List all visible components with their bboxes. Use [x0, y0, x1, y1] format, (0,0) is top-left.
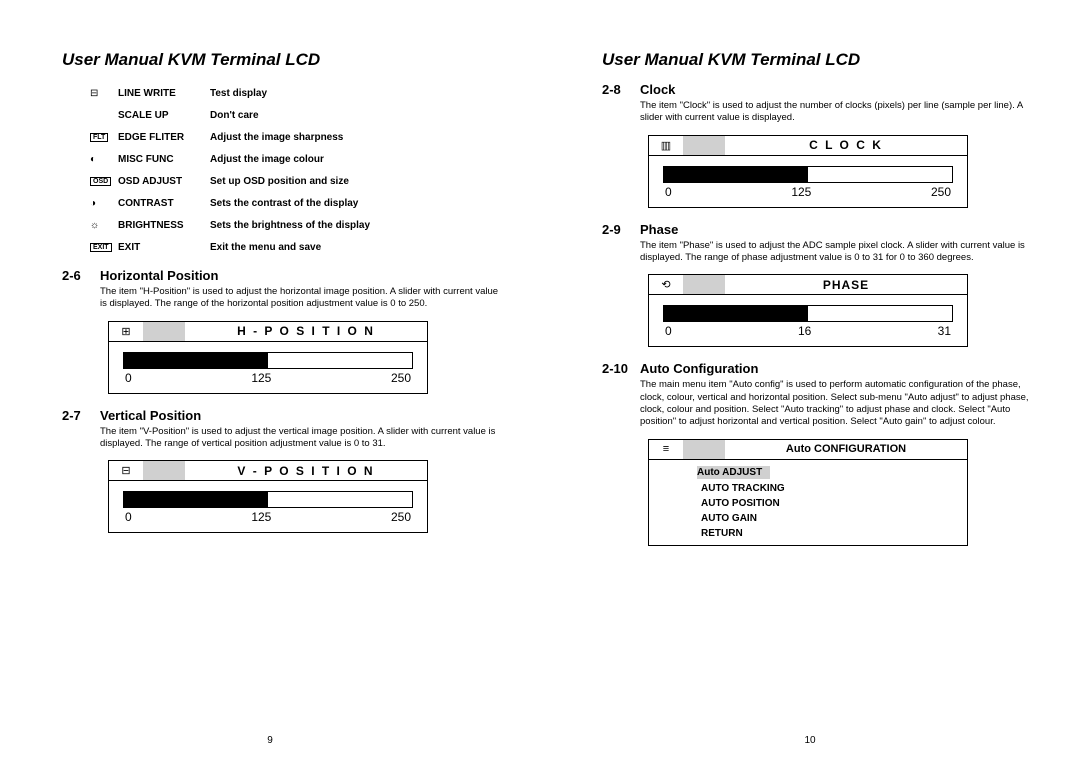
menu-icon: OSD: [90, 177, 118, 186]
section-2-10-heading: 2-10 Auto Configuration: [602, 361, 1040, 376]
auto-config-title: Auto CONFIGURATION: [725, 443, 967, 455]
clock-title: C L O C K: [725, 138, 967, 152]
page-title: User Manual KVM Terminal LCD: [62, 50, 500, 70]
menu-row: SCALE UPDon't care: [90, 104, 500, 126]
menu-icon: ⊟: [90, 88, 118, 99]
page-title: User Manual KVM Terminal LCD: [602, 50, 1040, 70]
menu-icon: ◐: [90, 154, 118, 165]
auto-config-items: Auto ADJUSTAUTO TRACKINGAUTO POSITIONAUT…: [649, 460, 967, 545]
section-2-7-heading: 2-7 Vertical Position: [62, 408, 500, 423]
menu-name: MISC FUNC: [118, 154, 210, 165]
h-position-title: H - P O S I T I O N: [185, 324, 427, 338]
v-position-slider: ⊟ V - P O S I T I O N 0 125 250: [108, 460, 428, 533]
menu-icon: ◑: [90, 198, 118, 209]
menu-desc: Sets the brightness of the display: [210, 220, 370, 231]
menu-name: SCALE UP: [118, 110, 210, 121]
menu-row: ◐MISC FUNCAdjust the image colour: [90, 148, 500, 170]
menu-desc: Adjust the image sharpness: [210, 132, 343, 143]
menu-name: BRIGHTNESS: [118, 220, 210, 231]
section-2-9-body: The item "Phase" is used to adjust the A…: [640, 240, 1040, 265]
v-position-fill: [124, 492, 268, 507]
menu-name: EDGE FLITER: [118, 132, 210, 143]
section-2-9-heading: 2-9 Phase: [602, 222, 1040, 237]
menu-name: EXIT: [118, 242, 210, 253]
osd-menu-table: ⊟LINE WRITETest displaySCALE UPDon't car…: [90, 82, 500, 258]
section-2-8-body: The item "Clock" is used to adjust the n…: [640, 100, 1040, 125]
h-position-icon: ⊞: [109, 325, 143, 338]
clock-slider: ▥ C L O C K 0 125 250: [648, 135, 968, 208]
menu-row: ☼BRIGHTNESSSets the brightness of the di…: [90, 214, 500, 236]
phase-icon: ⟲: [649, 278, 683, 291]
v-position-title: V - P O S I T I O N: [185, 464, 427, 478]
menu-desc: Test display: [210, 88, 267, 99]
config-item: Auto ADJUST: [701, 464, 967, 481]
menu-desc: Sets the contrast of the display: [210, 198, 358, 209]
h-position-slider: ⊞ H - P O S I T I O N 0 125 250: [108, 321, 428, 394]
section-2-6-heading: 2-6 Horizontal Position: [62, 268, 500, 283]
menu-row: ◑CONTRASTSets the contrast of the displa…: [90, 192, 500, 214]
menu-desc: Exit the menu and save: [210, 242, 321, 253]
section-2-8-heading: 2-8 Clock: [602, 82, 1040, 97]
menu-row: ⊟LINE WRITETest display: [90, 82, 500, 104]
config-item: AUTO GAIN: [701, 511, 967, 526]
section-2-6-body: The item "H-Position" is used to adjust …: [100, 286, 500, 311]
page-left: User Manual KVM Terminal LCD ⊟LINE WRITE…: [0, 0, 540, 764]
config-item: RETURN: [701, 526, 967, 541]
page-number-right: 10: [804, 735, 815, 746]
menu-name: LINE WRITE: [118, 88, 210, 99]
menu-icon: ☼: [90, 220, 118, 231]
phase-fill: [664, 306, 808, 321]
menu-desc: Set up OSD position and size: [210, 176, 349, 187]
auto-config-box: ≡ Auto CONFIGURATION Auto ADJUSTAUTO TRA…: [648, 439, 968, 546]
menu-icon: FLT: [90, 133, 118, 142]
phase-slider: ⟲ PHASE 0 16 31: [648, 274, 968, 347]
config-item: AUTO TRACKING: [701, 481, 967, 496]
menu-desc: Don't care: [210, 110, 259, 121]
config-item: AUTO POSITION: [701, 496, 967, 511]
page-right: User Manual KVM Terminal LCD 2-8 Clock T…: [540, 0, 1080, 764]
h-position-fill: [124, 353, 268, 368]
section-2-7-body: The item "V-Position" is used to adjust …: [100, 426, 500, 451]
v-position-icon: ⊟: [109, 464, 143, 477]
menu-row: OSDOSD ADJUSTSet up OSD position and siz…: [90, 170, 500, 192]
menu-name: OSD ADJUST: [118, 176, 210, 187]
menu-desc: Adjust the image colour: [210, 154, 324, 165]
clock-fill: [664, 167, 808, 182]
auto-config-icon: ≡: [649, 443, 683, 455]
phase-title: PHASE: [725, 278, 967, 292]
menu-name: CONTRAST: [118, 198, 210, 209]
menu-row: FLTEDGE FLITERAdjust the image sharpness: [90, 126, 500, 148]
menu-row: EXITEXITExit the menu and save: [90, 236, 500, 258]
section-2-10-body: The main menu item "Auto config" is used…: [640, 379, 1040, 428]
page-number-left: 9: [267, 735, 273, 746]
menu-icon: EXIT: [90, 243, 118, 252]
clock-icon: ▥: [649, 139, 683, 152]
